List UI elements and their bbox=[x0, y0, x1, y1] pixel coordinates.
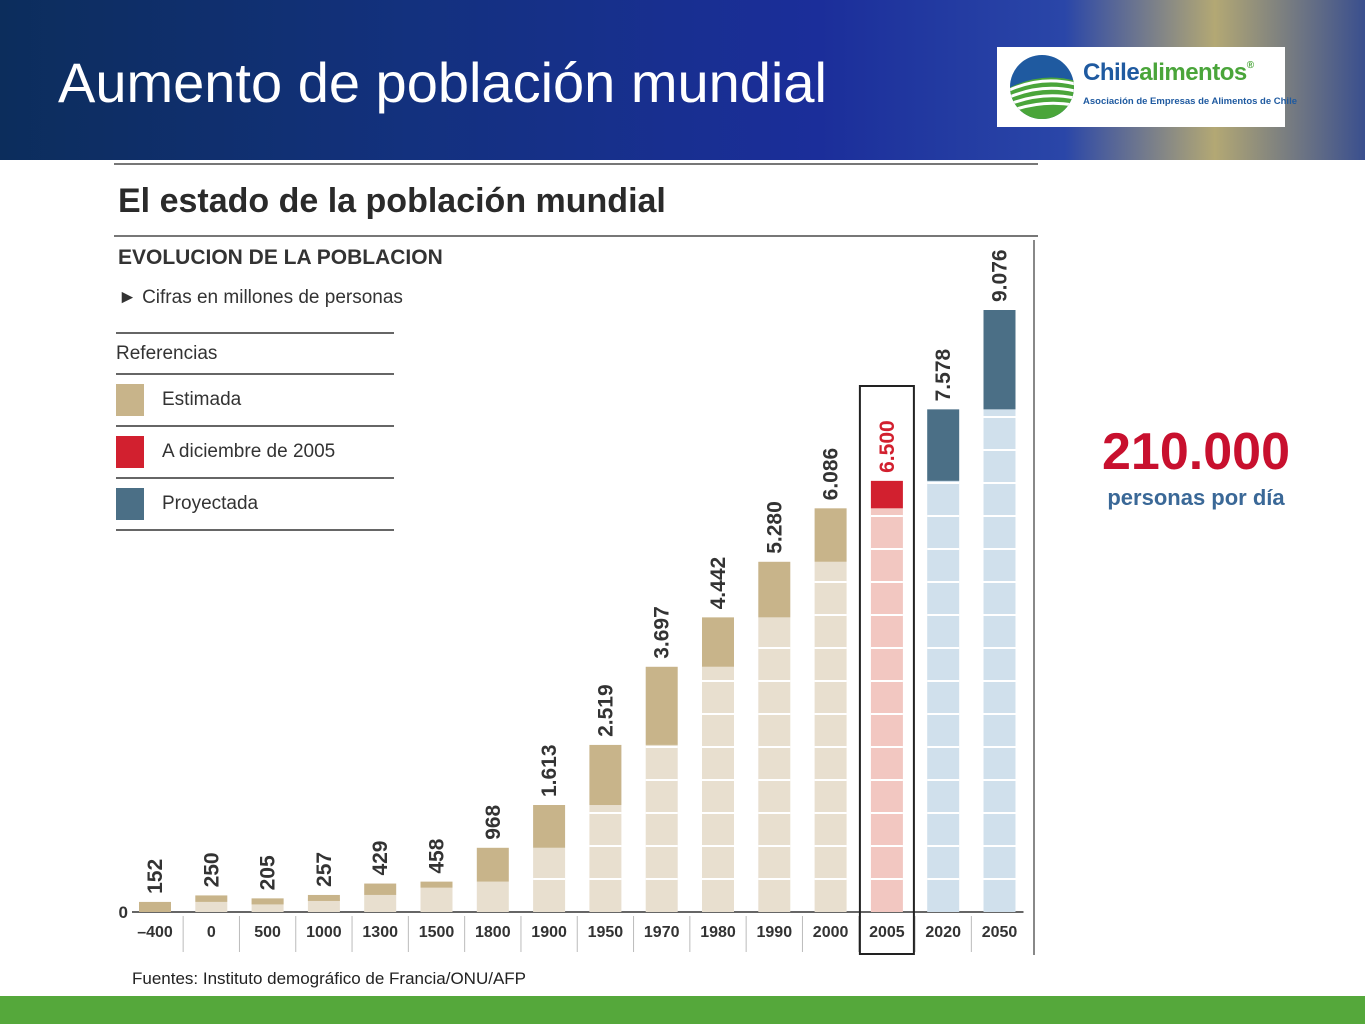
legend-swatch-current bbox=[116, 436, 144, 468]
bar-base-1970 bbox=[645, 744, 678, 912]
legend-item-current: A diciembre de 2005 bbox=[116, 427, 394, 479]
legend-swatch-projected bbox=[116, 488, 144, 520]
bar-1500 bbox=[420, 881, 453, 888]
daily-growth-label: personas por día bbox=[1107, 485, 1285, 510]
x-tick-label-1980: 1980 bbox=[700, 924, 736, 941]
value-label-–400: 152 bbox=[144, 859, 167, 894]
value-label-2000: 6.086 bbox=[820, 448, 843, 501]
bar-1900 bbox=[533, 805, 566, 848]
slide-title: Aumento de población mundial bbox=[58, 51, 827, 114]
x-tick-label-1990: 1990 bbox=[757, 924, 793, 941]
logo-name-chile: Chile bbox=[1083, 59, 1140, 86]
value-label-1900: 1.613 bbox=[538, 744, 561, 797]
bar-1970 bbox=[645, 666, 678, 745]
population-chart: 0 152 –400 250 0 205 500 257 1000 429 1300 458 1500 9… bbox=[112, 160, 1038, 960]
legend-item-estimated: Estimada bbox=[116, 375, 394, 427]
value-label-2005: 6.500 bbox=[876, 420, 899, 473]
bar-1300 bbox=[364, 883, 397, 895]
bar-base-2005 bbox=[870, 508, 903, 912]
legend-label-current: A diciembre de 2005 bbox=[162, 441, 336, 462]
chart-subtitle: EVOLUCION DE LA POBLACION bbox=[118, 246, 443, 269]
x-tick-label-2050: 2050 bbox=[982, 924, 1018, 941]
x-tick-label-2005: 2005 bbox=[869, 924, 905, 941]
bar-2000 bbox=[814, 508, 847, 562]
bar-1000 bbox=[307, 894, 340, 901]
value-label-1000: 257 bbox=[313, 852, 336, 887]
legend-title: Referencias bbox=[116, 332, 394, 375]
bar-base-2050 bbox=[983, 409, 1016, 912]
bar-1990 bbox=[758, 561, 791, 618]
legend-swatch-estimated bbox=[116, 384, 144, 416]
logo-registered-mark: ® bbox=[1246, 60, 1254, 71]
footer-bar bbox=[0, 996, 1365, 1024]
daily-growth-value: 210.000 bbox=[1102, 423, 1290, 481]
bar-base-1990 bbox=[758, 617, 791, 912]
value-label-1950: 2.519 bbox=[594, 684, 617, 737]
bar-base-1300 bbox=[364, 894, 397, 912]
value-label-1980: 4.442 bbox=[707, 557, 730, 610]
value-label-1800: 968 bbox=[482, 804, 505, 839]
chilealimentos-logo: Chilealimentos® Asociación de Empresas d… bbox=[997, 47, 1297, 127]
value-label-2020: 7.578 bbox=[932, 348, 955, 401]
x-tick-label-–400: –400 bbox=[137, 924, 173, 941]
value-label-2050: 9.076 bbox=[989, 249, 1012, 302]
x-tick-label-1300: 1300 bbox=[362, 924, 398, 941]
bar-2020 bbox=[927, 409, 960, 481]
x-tick-label-1500: 1500 bbox=[419, 924, 455, 941]
bar-base-1980 bbox=[702, 666, 734, 912]
x-tick-label-1950: 1950 bbox=[588, 924, 624, 941]
bar-1800 bbox=[476, 847, 509, 882]
chart-legend: Referencias Estimada A diciembre de 2005… bbox=[116, 332, 394, 531]
source-note: Fuentes: Instituto demográfico de Franci… bbox=[132, 969, 527, 988]
legend-label-estimated: Estimada bbox=[162, 389, 242, 410]
legend-item-projected: Proyectada bbox=[116, 479, 394, 531]
bar-1980 bbox=[702, 617, 734, 667]
legend-label-projected: Proyectada bbox=[162, 493, 259, 514]
y-axis-zero-label: 0 bbox=[119, 903, 128, 922]
bar-0 bbox=[195, 895, 228, 902]
bar-2005 bbox=[870, 480, 903, 509]
bar-base-1000 bbox=[307, 898, 340, 912]
bar-1950 bbox=[589, 744, 622, 806]
logo-globe-icon bbox=[1010, 55, 1074, 119]
x-tick-label-1000: 1000 bbox=[306, 924, 342, 941]
x-tick-label-0: 0 bbox=[207, 924, 216, 941]
value-label-1500: 458 bbox=[426, 838, 449, 873]
value-label-1990: 5.280 bbox=[763, 501, 786, 554]
x-tick-label-1800: 1800 bbox=[475, 924, 511, 941]
slide-header: Aumento de población mundial Chilealimen… bbox=[0, 0, 1365, 160]
chart-units-note: ► Cifras en millones de personas bbox=[118, 287, 403, 308]
x-tick-label-500: 500 bbox=[254, 924, 281, 941]
x-tick-label-2020: 2020 bbox=[925, 924, 961, 941]
bar-base-0 bbox=[195, 901, 228, 912]
bar-base-1800 bbox=[476, 881, 509, 912]
chart-canvas: 0 152 –400 250 0 205 500 257 1000 429 1300 458 1500 9… bbox=[114, 163, 1038, 955]
bar-–400 bbox=[139, 901, 171, 912]
x-tick-label-1970: 1970 bbox=[644, 924, 680, 941]
logo-name-alimentos: alimentos bbox=[1139, 59, 1247, 86]
value-label-500: 205 bbox=[257, 855, 280, 890]
bar-base-2000 bbox=[814, 561, 847, 912]
value-label-1300: 429 bbox=[369, 840, 392, 875]
value-label-1970: 3.697 bbox=[651, 606, 674, 659]
chart-title: El estado de la población mundial bbox=[118, 182, 666, 220]
highlight-box-2005 bbox=[858, 385, 915, 955]
bar-2050 bbox=[983, 310, 1016, 410]
bar-base-1500 bbox=[420, 883, 453, 912]
bar-base-2020 bbox=[927, 480, 960, 912]
value-label-0: 250 bbox=[200, 852, 223, 887]
x-tick-label-2000: 2000 bbox=[813, 924, 849, 941]
bar-base-1950 bbox=[589, 805, 622, 912]
logo-tagline: Asociación de Empresas de Alimentos de C… bbox=[1083, 96, 1297, 107]
logo-wordmark: Chilealimentos® bbox=[1083, 61, 1254, 85]
x-tick-label-1900: 1900 bbox=[531, 924, 567, 941]
bar-500 bbox=[251, 898, 284, 905]
